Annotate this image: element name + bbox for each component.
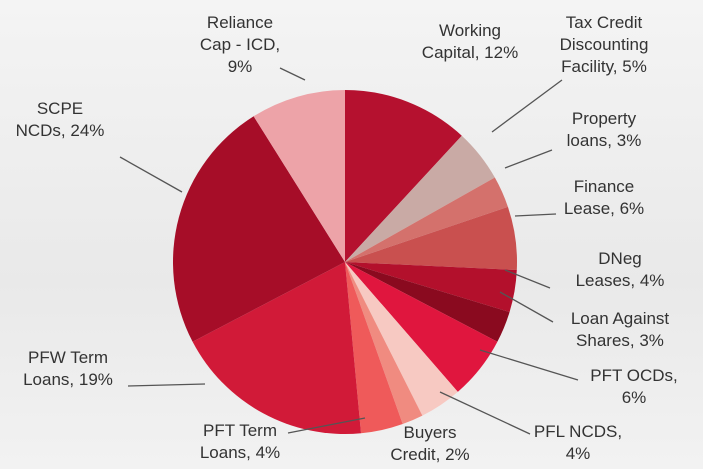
slice-label-line: PFT OCDs, — [590, 366, 678, 385]
slice-label-line: SCPE — [37, 99, 83, 118]
slice-label-line: NCDs, 24% — [16, 121, 105, 140]
leader-line — [287, 417, 366, 434]
leader-line — [491, 79, 563, 133]
leader-line — [279, 67, 306, 81]
slice-label-line: Discounting — [560, 35, 649, 54]
slice-label: Reliance Cap - ICD, 9% — [200, 13, 280, 76]
slice-label: DNeg Leases, 4% — [576, 249, 665, 290]
slice-label-line: Tax Credit — [566, 13, 643, 32]
slice-label-line: PFT Term — [203, 421, 277, 440]
leader-line — [479, 349, 579, 381]
slice-label: SCPE NCDs, 24% — [16, 99, 105, 140]
pie-slice — [345, 262, 517, 313]
slice-label: Property loans, 3% — [567, 109, 642, 150]
slice-label-line: Loan Against — [571, 309, 670, 328]
slice-label-line: Finance — [574, 177, 634, 196]
slice-label-line: Credit, 2% — [390, 445, 469, 464]
pie-slice — [345, 262, 458, 416]
pie-slice — [345, 206, 517, 271]
slice-label-line: Facility, 5% — [561, 57, 647, 76]
slice-label-line: DNeg — [598, 249, 641, 268]
slice-label: PFW Term Loans, 19% — [23, 348, 113, 389]
pie-slice — [345, 262, 510, 342]
slice-label-line: Reliance — [207, 13, 273, 32]
leader-line — [127, 383, 206, 387]
slice-label-line: loans, 3% — [567, 131, 642, 150]
pie-slice — [172, 116, 345, 342]
slice-label: Loan Against Shares, 3% — [571, 309, 670, 350]
slice-label-line: Buyers — [404, 423, 457, 442]
pie-slice — [192, 262, 362, 434]
slice-label: PFT OCDs, 6% — [590, 366, 678, 407]
leader-line — [439, 391, 531, 435]
slice-label-line: Shares, 3% — [576, 331, 664, 350]
slice-label: Working Capital, 12% — [422, 21, 518, 62]
slice-label-line: Lease, 6% — [564, 199, 644, 218]
pie-slice — [345, 177, 508, 262]
pie-slice — [345, 135, 495, 262]
slice-label-line: 4% — [566, 444, 591, 463]
slice-label-line: Loans, 19% — [23, 370, 113, 389]
slice-label-line: 9% — [228, 57, 253, 76]
slice-label-line: 6% — [622, 388, 647, 407]
slice-label: PFT Term Loans, 4% — [200, 421, 280, 462]
slice-label-line: Leases, 4% — [576, 271, 665, 290]
pie-slice — [345, 262, 498, 392]
leader-line — [499, 291, 554, 323]
slice-label-line: Capital, 12% — [422, 43, 518, 62]
pie-slice — [345, 90, 462, 262]
slice-label-line: PFW Term — [28, 348, 108, 367]
leader-line — [514, 213, 557, 217]
slice-label-line: PFL NCDS, — [534, 422, 622, 441]
leader-line — [504, 149, 553, 169]
pie-slice — [253, 90, 345, 262]
pie-slice — [345, 262, 423, 425]
slice-label: Buyers Credit, 2% — [390, 423, 469, 464]
slice-label-line: Property — [572, 109, 637, 128]
leader-line — [119, 156, 183, 193]
slice-label: Finance Lease, 6% — [564, 177, 644, 218]
slice-label: Tax Credit Discounting Facility, 5% — [560, 13, 649, 76]
slice-label-line: Loans, 4% — [200, 443, 280, 462]
slice-label: PFL NCDS, 4% — [534, 422, 622, 463]
pie-slice — [345, 262, 403, 434]
leader-line — [504, 269, 551, 289]
slice-label-line: Cap - ICD, — [200, 35, 280, 54]
slice-label-line: Working — [439, 21, 501, 40]
